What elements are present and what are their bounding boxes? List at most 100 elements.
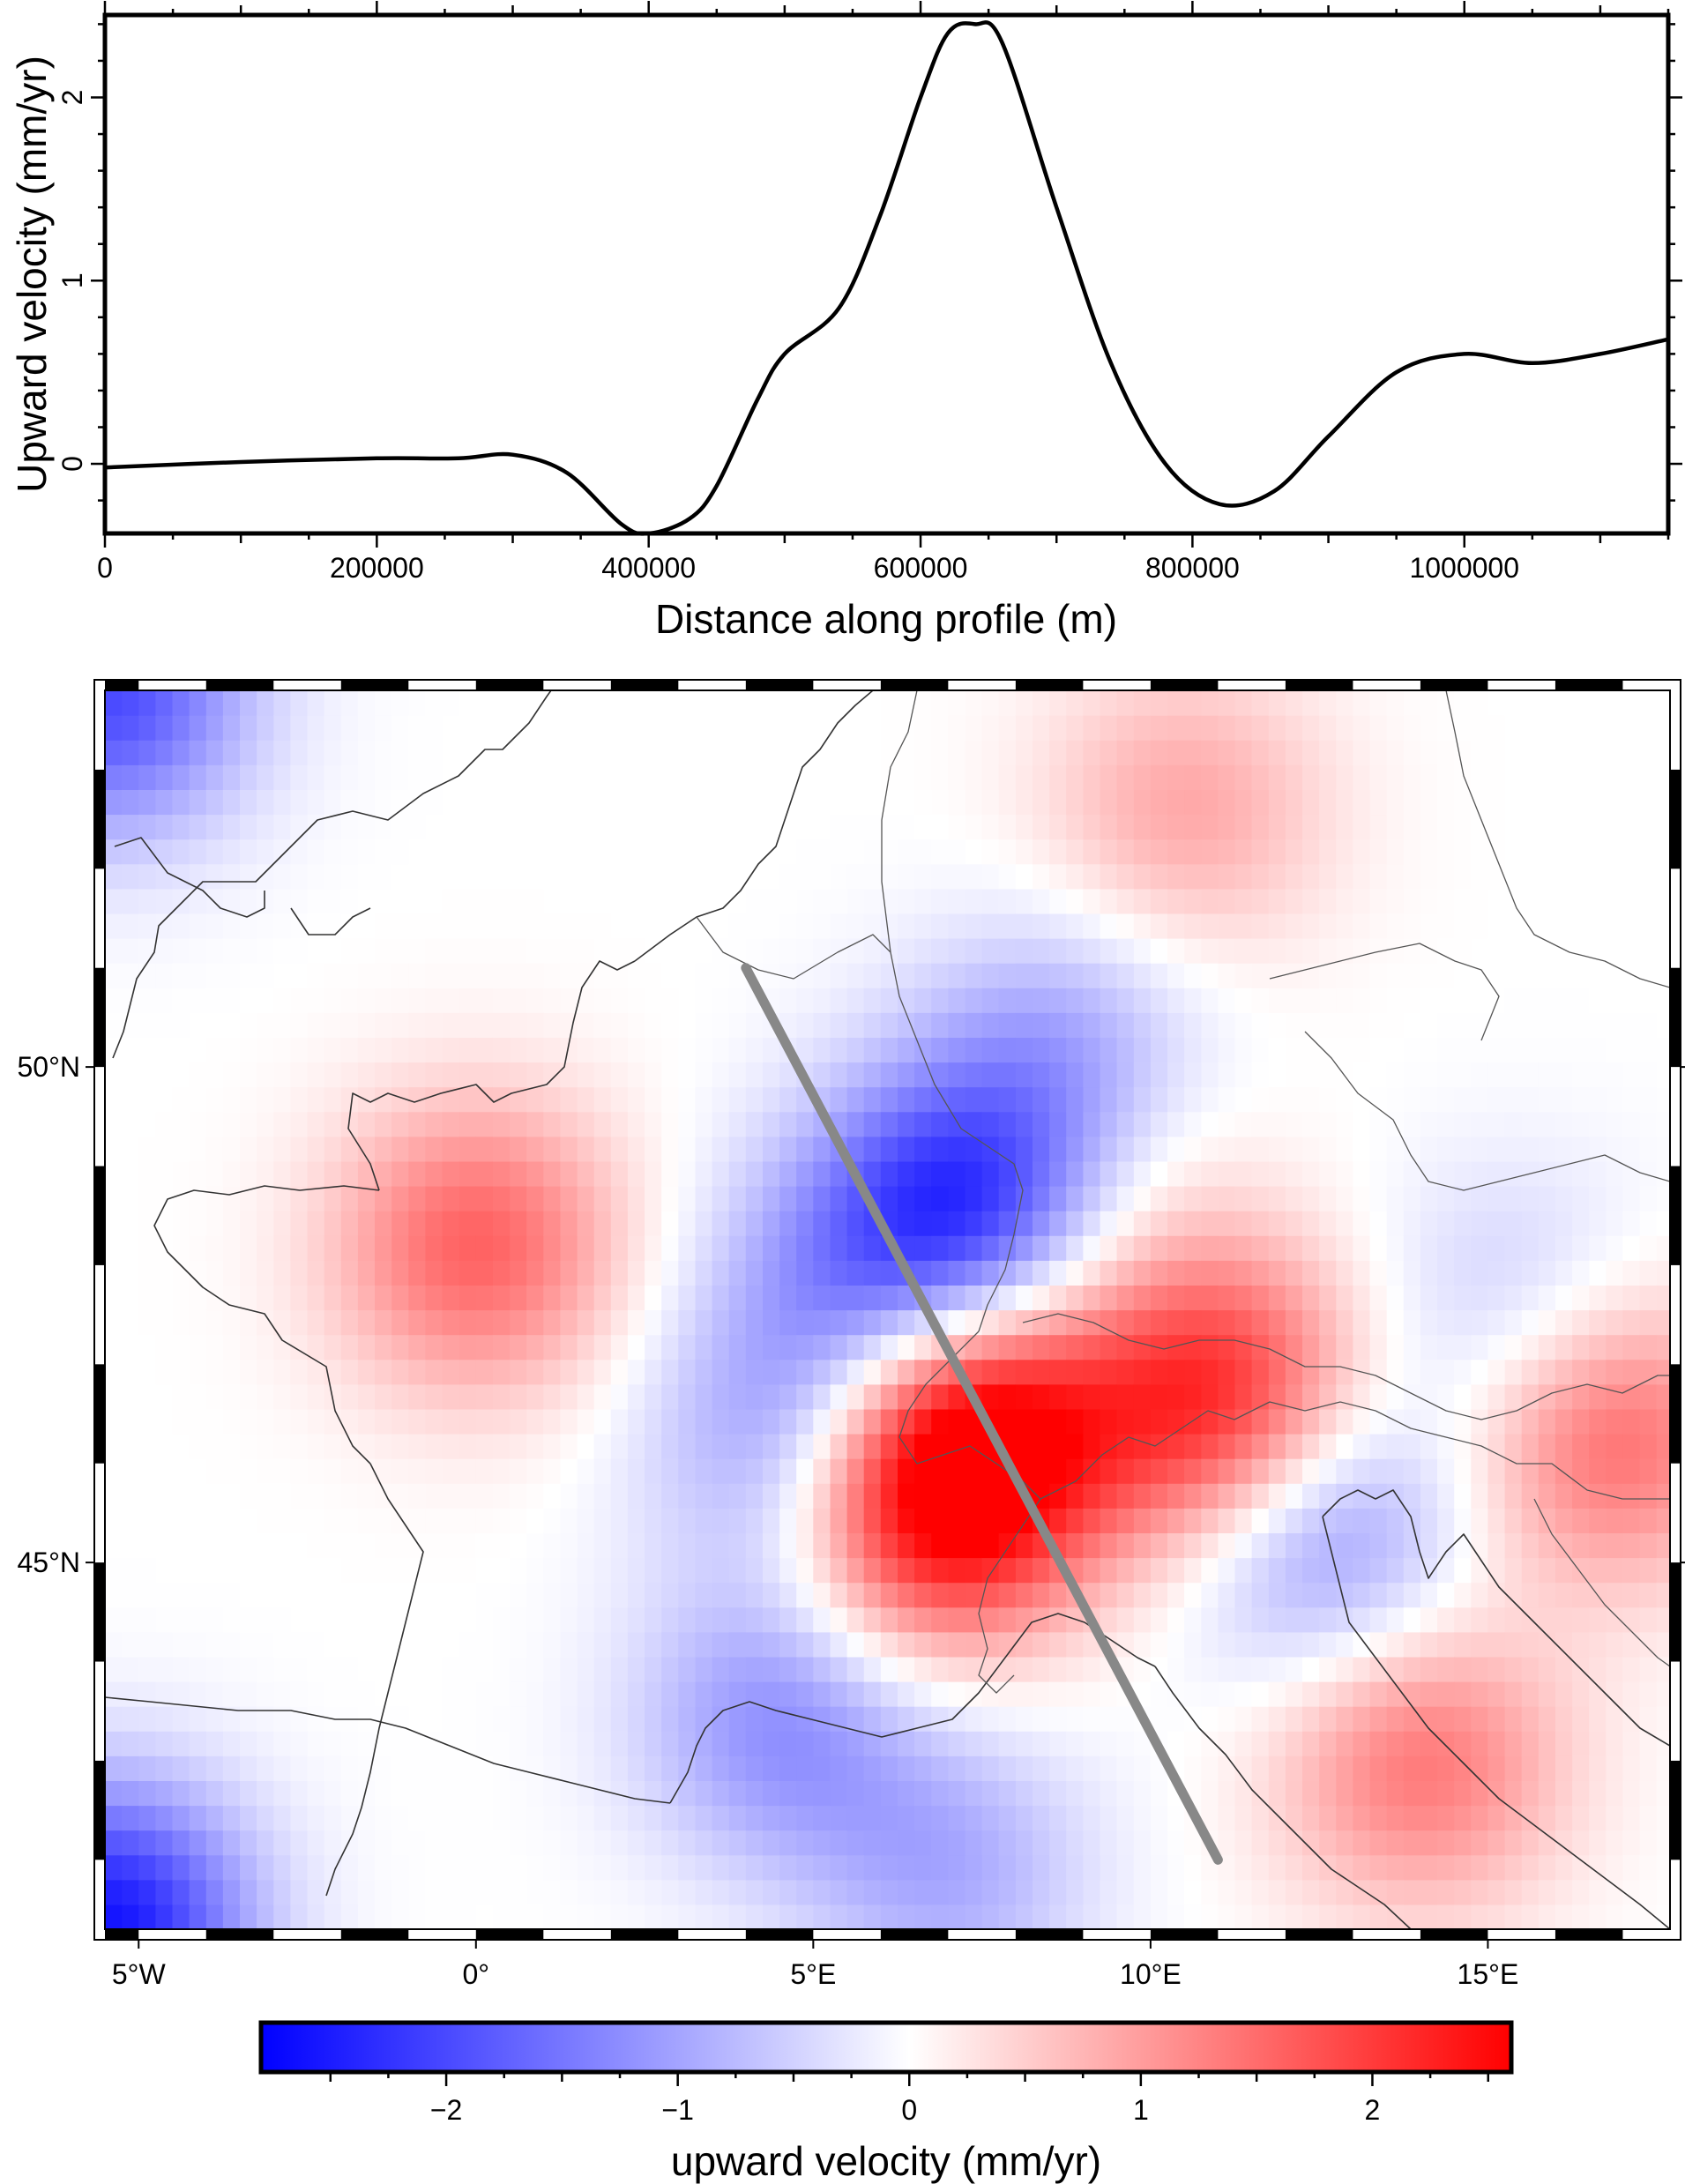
- velocity-cell: [931, 690, 949, 716]
- velocity-cell: [627, 1086, 645, 1113]
- velocity-cell: [745, 1434, 764, 1459]
- velocity-cell: [273, 1334, 291, 1360]
- velocity-cell: [1369, 1062, 1388, 1088]
- velocity-cell: [205, 764, 224, 790]
- velocity-cell: [965, 1656, 983, 1682]
- velocity-cell: [627, 1483, 645, 1509]
- velocity-cell: [846, 715, 865, 741]
- velocity-cell: [138, 963, 156, 988]
- velocity-cell: [577, 1334, 595, 1360]
- velocity-cell: [222, 963, 241, 988]
- velocity-cell: [880, 1483, 898, 1509]
- velocity-cell: [105, 740, 123, 765]
- velocity-cell: [645, 740, 662, 765]
- velocity-cell: [1100, 1780, 1118, 1807]
- velocity-cell: [965, 1186, 983, 1211]
- velocity-cell: [593, 1260, 612, 1286]
- velocity-cell: [863, 1557, 882, 1584]
- velocity-cell: [998, 1309, 1017, 1336]
- velocity-cell: [577, 1557, 595, 1584]
- velocity-cell: [122, 1780, 139, 1807]
- velocity-cell: [240, 1879, 257, 1905]
- velocity-cell: [155, 1012, 174, 1038]
- velocity-cell: [1521, 938, 1540, 964]
- velocity-cell: [1100, 740, 1118, 765]
- velocity-cell: [695, 1854, 713, 1881]
- velocity-cell: [1116, 1904, 1135, 1929]
- velocity-cell: [1336, 1334, 1353, 1360]
- velocity-cell: [813, 1160, 831, 1187]
- velocity-cell: [510, 839, 527, 865]
- velocity-cell: [610, 764, 629, 790]
- velocity-cell: [1184, 1260, 1202, 1286]
- velocity-cell: [1116, 1755, 1135, 1781]
- velocity-cell: [105, 1334, 123, 1360]
- velocity-cell: [189, 1582, 207, 1608]
- velocity-cell: [695, 1086, 713, 1113]
- velocity-cell: [492, 1879, 511, 1905]
- velocity-cell: [408, 1383, 426, 1410]
- velocity-cell: [1521, 1805, 1540, 1831]
- velocity-cell: [510, 1359, 527, 1385]
- velocity-cell: [1386, 1383, 1405, 1410]
- velocity-cell: [1201, 1111, 1219, 1137]
- velocity-cell: [1184, 1062, 1202, 1088]
- velocity-cell: [222, 1731, 241, 1756]
- velocity-cell: [712, 1334, 730, 1360]
- velocity-cell: [1353, 839, 1371, 865]
- velocity-cell: [205, 1211, 224, 1236]
- velocity-cell: [779, 988, 797, 1013]
- velocity-cell: [222, 1136, 241, 1162]
- velocity-cell: [510, 1681, 527, 1707]
- velocity-cell: [257, 1631, 274, 1658]
- velocity-cell: [813, 715, 831, 741]
- velocity-cell: [459, 913, 477, 939]
- velocity-cell: [1454, 1408, 1472, 1435]
- velocity-cell: [425, 988, 444, 1013]
- velocity-cell: [846, 1086, 865, 1113]
- velocity-cell: [340, 1532, 359, 1559]
- velocity-cell: [1555, 1186, 1573, 1211]
- velocity-cell: [661, 1309, 679, 1336]
- velocity-cell: [172, 988, 190, 1013]
- velocity-cell: [543, 1681, 561, 1707]
- velocity-cell: [526, 715, 544, 741]
- velocity-cell: [1555, 1557, 1573, 1584]
- velocity-cell: [1589, 1285, 1607, 1311]
- velocity-cell: [661, 988, 679, 1013]
- velocity-cell: [155, 1805, 174, 1831]
- velocity-cell: [122, 715, 139, 741]
- velocity-cell: [543, 963, 561, 988]
- velocity-cell: [442, 1334, 460, 1360]
- velocity-cell: [222, 1631, 241, 1658]
- velocity-cell: [1555, 1111, 1573, 1137]
- velocity-cell: [138, 814, 156, 840]
- velocity-cell: [1487, 1532, 1506, 1559]
- velocity-cell: [1403, 839, 1421, 865]
- velocity-cell: [645, 1508, 662, 1533]
- velocity-cell: [273, 1359, 291, 1385]
- velocity-cell: [1353, 1879, 1371, 1905]
- velocity-cell: [1369, 1136, 1388, 1162]
- velocity-cell: [526, 1879, 544, 1905]
- velocity-cell: [1403, 988, 1421, 1013]
- velocity-cell: [1302, 1334, 1320, 1360]
- velocity-cell: [1420, 1086, 1438, 1113]
- velocity-cell: [1454, 814, 1472, 840]
- velocity-cell: [1606, 913, 1623, 939]
- velocity-cell: [1150, 888, 1168, 914]
- velocity-cell: [1015, 1111, 1033, 1137]
- velocity-cell: [1639, 814, 1658, 840]
- velocity-cell: [1234, 1359, 1253, 1385]
- velocity-cell: [205, 1483, 224, 1509]
- velocity-cell: [1639, 1235, 1658, 1261]
- velocity-cell: [1033, 1731, 1050, 1756]
- velocity-cell: [1521, 1755, 1540, 1781]
- velocity-cell: [138, 1309, 156, 1336]
- velocity-cell: [1538, 1334, 1556, 1360]
- velocity-cell: [122, 963, 139, 988]
- velocity-cell: [492, 1606, 511, 1633]
- velocity-cell: [1100, 1211, 1118, 1236]
- velocity-cell: [492, 1359, 511, 1385]
- velocity-cell: [712, 1755, 730, 1781]
